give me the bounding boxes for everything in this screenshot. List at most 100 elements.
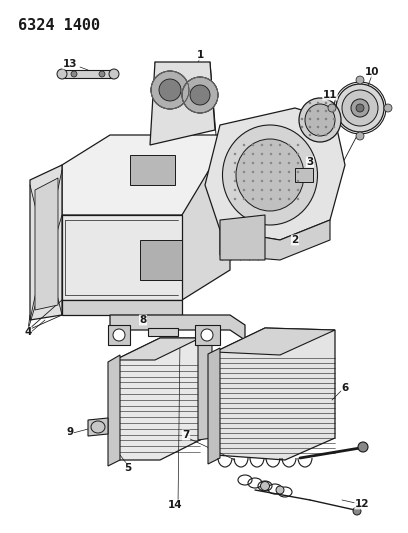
Text: 6: 6	[341, 383, 348, 393]
Ellipse shape	[317, 102, 319, 104]
Ellipse shape	[252, 171, 254, 173]
Ellipse shape	[279, 171, 281, 173]
Ellipse shape	[279, 189, 281, 191]
Ellipse shape	[113, 329, 125, 341]
Ellipse shape	[261, 161, 263, 164]
Ellipse shape	[358, 442, 368, 452]
Text: 14: 14	[168, 500, 182, 510]
Ellipse shape	[234, 171, 236, 173]
Ellipse shape	[299, 98, 341, 142]
Ellipse shape	[236, 139, 304, 211]
Ellipse shape	[309, 126, 311, 128]
Ellipse shape	[297, 198, 299, 200]
Ellipse shape	[309, 110, 311, 112]
Ellipse shape	[270, 144, 272, 146]
Ellipse shape	[342, 90, 378, 126]
Ellipse shape	[309, 118, 311, 120]
Ellipse shape	[325, 110, 327, 112]
Polygon shape	[182, 135, 230, 300]
Polygon shape	[205, 108, 345, 240]
Ellipse shape	[261, 180, 263, 182]
Ellipse shape	[309, 134, 311, 136]
Ellipse shape	[243, 171, 245, 173]
Ellipse shape	[243, 161, 245, 164]
Ellipse shape	[279, 153, 281, 155]
Ellipse shape	[109, 69, 119, 79]
Text: 11: 11	[323, 90, 337, 100]
Ellipse shape	[317, 126, 319, 128]
Ellipse shape	[305, 104, 335, 136]
Ellipse shape	[243, 180, 245, 182]
Ellipse shape	[99, 71, 105, 77]
Bar	[295, 168, 313, 182]
Polygon shape	[140, 240, 182, 280]
Ellipse shape	[384, 104, 392, 112]
Ellipse shape	[288, 161, 290, 164]
Ellipse shape	[243, 153, 245, 155]
Ellipse shape	[333, 110, 335, 112]
Ellipse shape	[297, 161, 299, 164]
Ellipse shape	[279, 180, 281, 182]
Ellipse shape	[234, 189, 236, 191]
Ellipse shape	[297, 153, 299, 155]
Ellipse shape	[243, 144, 245, 146]
Ellipse shape	[261, 189, 263, 191]
Polygon shape	[208, 348, 220, 464]
Text: 7: 7	[182, 430, 190, 440]
Ellipse shape	[333, 126, 335, 128]
Ellipse shape	[190, 85, 210, 105]
Ellipse shape	[252, 161, 254, 164]
Polygon shape	[108, 355, 120, 466]
Ellipse shape	[279, 198, 281, 200]
Text: 3: 3	[306, 157, 314, 167]
Polygon shape	[220, 220, 330, 260]
Ellipse shape	[182, 77, 218, 113]
Polygon shape	[115, 338, 200, 360]
Text: 4: 4	[24, 327, 32, 337]
Ellipse shape	[288, 198, 290, 200]
Ellipse shape	[261, 144, 263, 146]
Ellipse shape	[252, 153, 254, 155]
Ellipse shape	[234, 180, 236, 182]
Polygon shape	[108, 325, 130, 345]
Ellipse shape	[288, 144, 290, 146]
Ellipse shape	[288, 171, 290, 173]
Ellipse shape	[234, 198, 236, 200]
Ellipse shape	[243, 189, 245, 191]
Ellipse shape	[252, 198, 254, 200]
Ellipse shape	[270, 189, 272, 191]
Ellipse shape	[325, 134, 327, 136]
Ellipse shape	[261, 171, 263, 173]
Polygon shape	[198, 334, 212, 440]
Text: 1: 1	[196, 50, 204, 60]
Polygon shape	[215, 328, 335, 460]
Polygon shape	[215, 328, 335, 355]
Text: 10: 10	[365, 67, 379, 77]
Ellipse shape	[234, 153, 236, 155]
Bar	[148, 328, 178, 336]
Polygon shape	[150, 62, 215, 145]
Ellipse shape	[328, 104, 336, 112]
Polygon shape	[130, 155, 175, 185]
Ellipse shape	[261, 198, 263, 200]
Polygon shape	[220, 215, 265, 260]
Text: 2: 2	[291, 235, 299, 245]
Text: 12: 12	[355, 499, 369, 509]
Ellipse shape	[159, 79, 181, 101]
Ellipse shape	[353, 507, 361, 515]
Text: 6324 1400: 6324 1400	[18, 18, 100, 33]
Polygon shape	[62, 135, 230, 215]
Polygon shape	[62, 215, 182, 300]
Ellipse shape	[309, 102, 311, 104]
Ellipse shape	[297, 189, 299, 191]
Ellipse shape	[252, 180, 254, 182]
Ellipse shape	[270, 198, 272, 200]
Ellipse shape	[325, 102, 327, 104]
Ellipse shape	[325, 118, 327, 120]
Polygon shape	[115, 338, 200, 460]
Ellipse shape	[252, 144, 254, 146]
Ellipse shape	[201, 329, 213, 341]
Ellipse shape	[288, 153, 290, 155]
Ellipse shape	[270, 153, 272, 155]
Ellipse shape	[356, 132, 364, 140]
